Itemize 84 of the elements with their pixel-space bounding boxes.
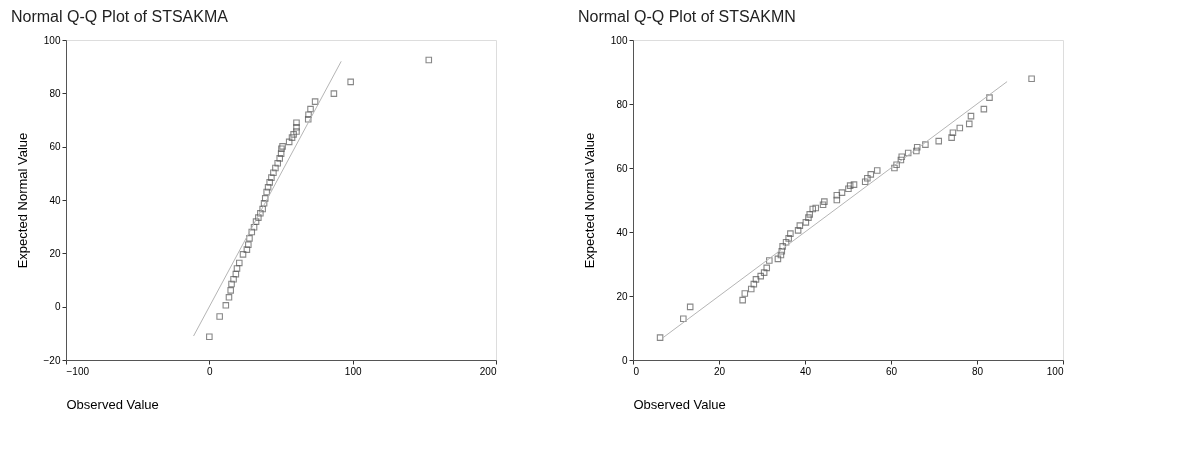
point	[796, 222, 804, 229]
point	[893, 161, 900, 169]
point	[864, 174, 871, 182]
point	[763, 264, 771, 272]
point	[750, 280, 758, 288]
point	[805, 214, 812, 221]
y-tick-label: 100	[43, 34, 61, 46]
point	[747, 285, 755, 293]
point	[760, 269, 768, 276]
point	[956, 124, 964, 132]
point	[850, 181, 858, 188]
x-tick-label: 20	[713, 365, 726, 377]
point	[949, 129, 957, 137]
point	[787, 230, 794, 237]
point	[778, 247, 786, 255]
point	[819, 201, 827, 209]
point	[833, 191, 841, 199]
point	[806, 211, 814, 218]
y-tick-label: 20	[616, 290, 628, 302]
y-tick-label: 40	[49, 194, 61, 206]
point	[922, 141, 929, 148]
point	[686, 303, 694, 311]
chart-title: Normal Q-Q Plot of STSAKMA	[11, 8, 229, 25]
point	[965, 120, 973, 128]
point	[741, 290, 749, 297]
point	[904, 149, 912, 157]
y-tick-label: 40	[616, 226, 628, 238]
point	[656, 334, 664, 341]
x-axis-title: Observed Value	[633, 396, 726, 412]
point	[913, 143, 921, 151]
point	[757, 272, 764, 280]
point	[809, 205, 817, 213]
point	[774, 255, 782, 263]
x-tick-label: 100	[1046, 365, 1064, 377]
y-tick-label: −20	[43, 354, 61, 366]
point	[752, 276, 760, 283]
point	[821, 198, 828, 205]
point	[861, 178, 869, 186]
point	[913, 147, 920, 155]
point	[777, 251, 785, 259]
point	[845, 185, 852, 193]
y-tick-label: 60	[616, 162, 628, 174]
y-tick-label: 0	[621, 354, 628, 366]
point	[1028, 75, 1035, 83]
point	[980, 105, 988, 113]
point	[935, 137, 943, 145]
y-tick-label: 100	[610, 34, 628, 46]
point	[680, 315, 687, 323]
point	[782, 238, 790, 246]
point	[802, 219, 810, 226]
point	[986, 94, 993, 101]
y-tick-label: 0	[54, 301, 61, 313]
chart-title: Normal Q-Q Plot of STSAKMN	[578, 8, 796, 25]
x-tick-label: 0	[207, 365, 214, 377]
x-tick-label: 80	[971, 365, 984, 377]
y-axis-title: Expected Normal Value	[14, 132, 30, 269]
point	[794, 227, 802, 234]
y-tick-label: 60	[49, 141, 61, 153]
point	[833, 196, 841, 204]
x-tick-label: 200	[479, 365, 497, 377]
point	[967, 112, 975, 120]
y-axis-title: Expected Normal Value	[581, 132, 597, 269]
point	[785, 235, 792, 242]
x-tick-label: 100	[344, 365, 362, 377]
y-tick-label: 80	[49, 87, 61, 99]
point	[898, 153, 906, 161]
x-tick-label: 40	[799, 365, 812, 377]
point	[867, 171, 875, 178]
point	[766, 257, 773, 264]
point	[812, 204, 820, 212]
point	[838, 189, 846, 196]
point	[873, 167, 881, 174]
y-tick-label: 80	[616, 98, 628, 110]
point	[891, 164, 898, 172]
point	[846, 182, 854, 189]
x-tick-label: 60	[885, 365, 898, 377]
point	[739, 296, 746, 304]
x-tick-label: 0	[633, 365, 640, 377]
point	[897, 156, 905, 164]
point	[779, 243, 786, 250]
point	[948, 134, 955, 141]
x-tick-label: −100	[66, 365, 90, 377]
x-axis-title: Observed Value	[66, 396, 159, 412]
y-tick-label: 20	[49, 247, 61, 259]
